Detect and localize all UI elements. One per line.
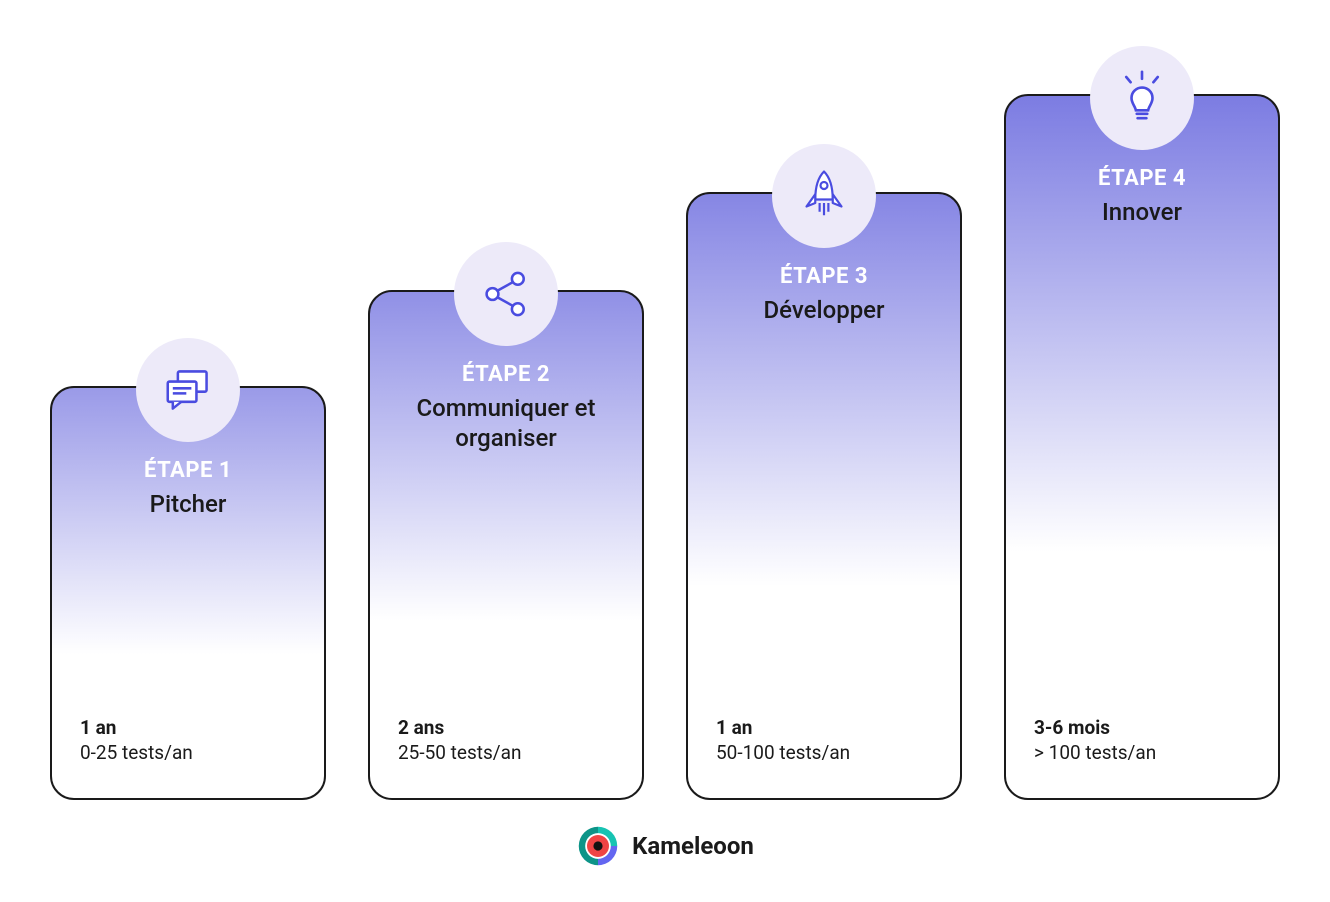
stages-row: ÉTAPE 1 Pitcher 1 an 0-25 tests/an ÉTAPE… — [0, 0, 1330, 800]
step-duration: 1 an — [80, 716, 296, 739]
chat-icon — [161, 363, 215, 417]
chat-icon-badge — [136, 338, 240, 442]
step-label: ÉTAPE 4 — [1034, 166, 1250, 191]
step-tests: > 100 tests/an — [1034, 741, 1250, 764]
step-title: Communiquer et organiser — [398, 393, 614, 453]
step-title: Pitcher — [80, 489, 296, 519]
share-icon — [479, 267, 533, 321]
card-header: ÉTAPE 3 Développer — [716, 264, 932, 325]
stage-card-1: ÉTAPE 1 Pitcher 1 an 0-25 tests/an — [50, 386, 326, 800]
step-duration: 1 an — [716, 716, 932, 739]
card-header: ÉTAPE 2 Communiquer et organiser — [398, 362, 614, 453]
card-footer: 2 ans 25-50 tests/an — [398, 716, 614, 764]
step-duration: 2 ans — [398, 716, 614, 739]
lightbulb-icon — [1114, 70, 1170, 126]
brand-name: Kameleoon — [632, 832, 754, 860]
step-label: ÉTAPE 3 — [716, 264, 932, 289]
lightbulb-icon-badge — [1090, 46, 1194, 150]
stage-card-3: ÉTAPE 3 Développer 1 an 50-100 tests/an — [686, 192, 962, 800]
step-title: Innover — [1034, 197, 1250, 227]
step-tests: 25-50 tests/an — [398, 741, 614, 764]
share-icon-badge — [454, 242, 558, 346]
stage-card-2: ÉTAPE 2 Communiquer et organiser 2 ans 2… — [368, 290, 644, 800]
rocket-icon-badge — [772, 144, 876, 248]
step-tests: 50-100 tests/an — [716, 741, 932, 764]
rocket-icon — [796, 168, 852, 224]
step-title: Développer — [716, 295, 932, 325]
step-tests: 0-25 tests/an — [80, 741, 296, 764]
stage-card-4: ÉTAPE 4 Innover 3-6 mois > 100 tests/an — [1004, 94, 1280, 800]
footer-logo: Kameleoon — [0, 824, 1330, 868]
card-footer: 3-6 mois > 100 tests/an — [1034, 716, 1250, 764]
card-footer: 1 an 50-100 tests/an — [716, 716, 932, 764]
step-label: ÉTAPE 1 — [80, 458, 296, 483]
card-header: ÉTAPE 1 Pitcher — [80, 458, 296, 519]
card-footer: 1 an 0-25 tests/an — [80, 716, 296, 764]
step-label: ÉTAPE 2 — [398, 362, 614, 387]
kameleoon-logo-mark — [576, 824, 620, 868]
step-duration: 3-6 mois — [1034, 716, 1250, 739]
card-header: ÉTAPE 4 Innover — [1034, 166, 1250, 227]
